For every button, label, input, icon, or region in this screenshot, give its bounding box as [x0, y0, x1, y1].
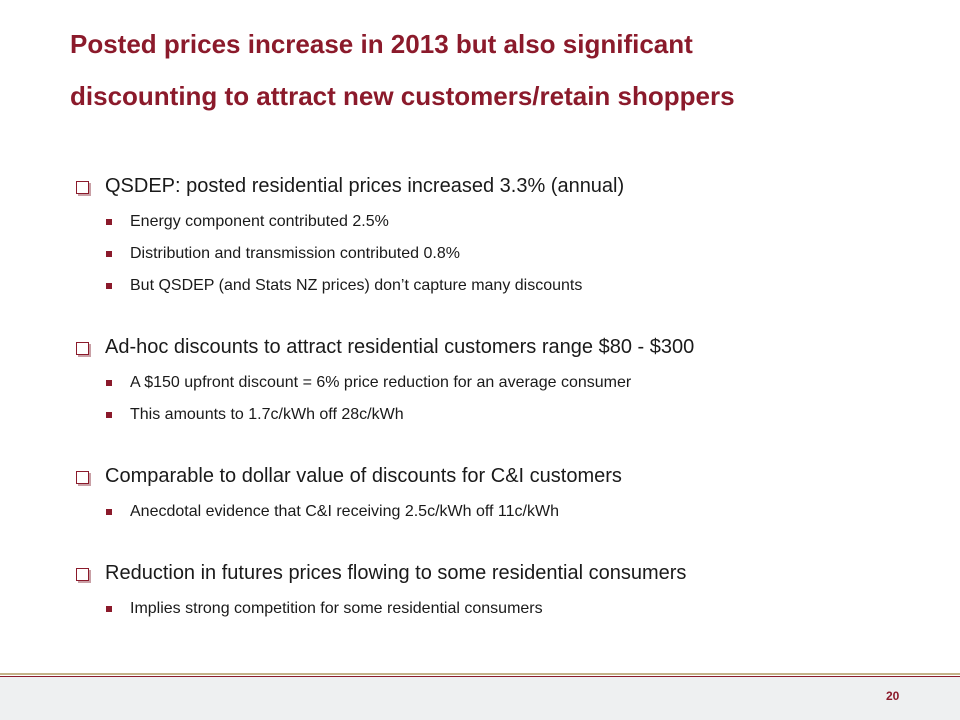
main-bullet: QSDEP: posted residential prices increas… [76, 166, 936, 206]
sub-bullet: This amounts to 1.7c/kWh off 28c/kWh [76, 399, 936, 431]
square-bullet-icon [106, 606, 112, 612]
sub-bullet-text: Implies strong competition for some resi… [130, 600, 543, 617]
sub-bullet-text: A $150 upfront discount = 6% price reduc… [130, 374, 632, 391]
page-number: 20 [886, 689, 900, 703]
slide-body: QSDEP: posted residential prices increas… [76, 166, 936, 650]
sub-bullet-text: But QSDEP (and Stats NZ prices) don’t ca… [130, 277, 583, 294]
sub-bullet: Distribution and transmission contribute… [76, 238, 936, 270]
sub-bullet: Implies strong competition for some resi… [76, 593, 936, 625]
square-bullet-icon [106, 380, 112, 386]
checkbox-bullet-icon [76, 470, 89, 484]
bullet-section-3: Comparable to dollar value of discounts … [76, 456, 936, 528]
sub-bullet: But QSDEP (and Stats NZ prices) don’t ca… [76, 270, 936, 302]
main-bullet: Reduction in futures prices flowing to s… [76, 553, 936, 593]
main-bullet-text: Ad-hoc discounts to attract residential … [105, 335, 695, 358]
title-line-1: Posted prices increase in 2013 but also … [70, 29, 693, 59]
checkbox-bullet-icon [76, 567, 89, 581]
footer-divider [0, 673, 960, 675]
square-bullet-icon [106, 219, 112, 225]
sub-bullet-text: This amounts to 1.7c/kWh off 28c/kWh [130, 406, 404, 423]
sub-bullet-text: Anecdotal evidence that C&I receiving 2.… [130, 503, 559, 520]
main-bullet-text: Reduction in futures prices flowing to s… [105, 561, 687, 584]
bullet-section-1: QSDEP: posted residential prices increas… [76, 166, 936, 302]
main-bullet-text: Comparable to dollar value of discounts … [105, 464, 622, 487]
sub-bullet: A $150 upfront discount = 6% price reduc… [76, 367, 936, 399]
sub-bullet-text: Energy component contributed 2.5% [130, 213, 389, 230]
sub-bullet: Energy component contributed 2.5% [76, 206, 936, 238]
slide-footer [0, 677, 960, 720]
sub-bullet-text: Distribution and transmission contribute… [130, 245, 460, 262]
footer-divider-accent [0, 676, 960, 677]
square-bullet-icon [106, 283, 112, 289]
sub-bullet: Anecdotal evidence that C&I receiving 2.… [76, 496, 936, 528]
checkbox-bullet-icon [76, 180, 89, 194]
slide-title: Posted prices increase in 2013 but also … [70, 18, 930, 122]
bullet-section-4: Reduction in futures prices flowing to s… [76, 553, 936, 625]
main-bullet: Comparable to dollar value of discounts … [76, 456, 936, 496]
title-line-2: discounting to attract new customers/ret… [70, 81, 735, 111]
bullet-section-2: Ad-hoc discounts to attract residential … [76, 327, 936, 431]
square-bullet-icon [106, 251, 112, 257]
square-bullet-icon [106, 509, 112, 515]
main-bullet-text: QSDEP: posted residential prices increas… [105, 174, 625, 197]
checkbox-bullet-icon [76, 341, 89, 355]
main-bullet: Ad-hoc discounts to attract residential … [76, 327, 936, 367]
square-bullet-icon [106, 412, 112, 418]
